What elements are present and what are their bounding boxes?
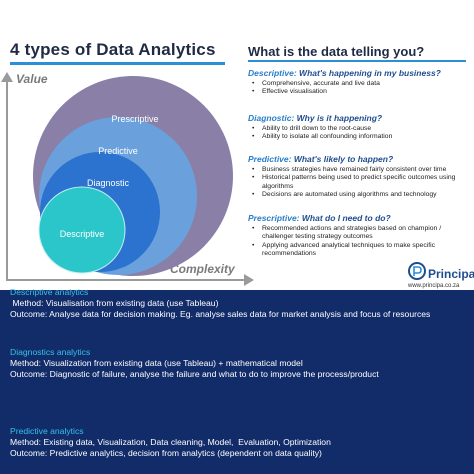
bullet-item: Ability to isolate all confounding infor… — [252, 133, 468, 142]
note-heading: Diagnostics analytics — [10, 347, 91, 357]
complexity-axis — [6, 279, 246, 281]
logo-url: www.principa.co.za — [408, 283, 460, 289]
section-keyword: Predictive: — [248, 154, 292, 164]
note-method: Method: Visualization from existing data… — [10, 358, 303, 368]
section-keyword: Descriptive: — [248, 68, 297, 78]
note-heading: Predictive analytics — [10, 426, 84, 436]
principa-logo-icon — [408, 262, 426, 280]
note-method: Method: Visualisation from existing data… — [10, 298, 219, 308]
section-descriptive: Descriptive: What's happening in my busi… — [248, 68, 468, 97]
section-keyword: Prescriptive: — [248, 213, 300, 223]
right-panel-underline — [248, 60, 466, 62]
ring-label-descriptive: Descriptive — [60, 229, 105, 239]
note-heading: Descriptive analytics — [10, 287, 89, 297]
section-question: What do I need to do? — [301, 213, 391, 223]
bullet-item: Recommended actions and strategies based… — [252, 225, 468, 242]
ring-label-prescriptive: Prescriptive — [111, 114, 158, 124]
bullet-item: Ability to drill down to the root-cause — [252, 125, 468, 134]
section-diagnostic: Diagnostic: Why is it happening? Ability… — [248, 113, 468, 142]
right-panel-title: What is the data telling you? — [248, 44, 425, 59]
section-question: What's likely to happen? — [293, 154, 394, 164]
note-method: Method: Existing data, Visualization, Da… — [10, 437, 331, 447]
section-predictive: Predictive: What's likely to happen? Bus… — [248, 154, 468, 200]
bullet-item: Business strategies have remained fairly… — [252, 166, 468, 175]
value-axis-label: Value — [16, 72, 48, 86]
complexity-axis-arrow-icon — [244, 274, 254, 286]
ring-label-diagnostic: Diagnostic — [87, 178, 130, 188]
bullet-item: Decisions are automated using algorithms… — [252, 191, 468, 200]
infographic-panel: 4 types of Data Analytics Value Complexi… — [0, 0, 474, 290]
bullet-item: Effective visualisation — [252, 88, 468, 97]
section-prescriptive: Prescriptive: What do I need to do? Reco… — [248, 213, 468, 259]
ring-label-predictive: Predictive — [98, 146, 138, 156]
complexity-axis-label: Complexity — [170, 262, 235, 276]
notes-panel: Descriptive analytics Method: Visualisat… — [0, 287, 474, 474]
value-axis — [6, 80, 8, 280]
note-outcome: Outcome: Analyse data for decision makin… — [10, 309, 431, 319]
section-question: What's happening in my business? — [299, 68, 441, 78]
ring-descriptive — [38, 186, 126, 274]
note-predictive: Predictive analytics Method: Existing da… — [10, 426, 466, 459]
section-question: Why is it happening? — [296, 113, 383, 123]
note-descriptive: Descriptive analytics Method: Visualisat… — [10, 287, 466, 320]
value-axis-arrow-icon — [1, 72, 13, 82]
note-outcome: Outcome: Predictive analytics, decision … — [10, 448, 322, 458]
nested-rings-diagram: Prescriptive Predictive Diagnostic Descr… — [33, 76, 233, 276]
bullet-item: Historical patterns being used to predic… — [252, 174, 468, 191]
logo-name: Principa — [428, 267, 474, 281]
note-outcome: Outcome: Diagnostic of failure, analyse … — [10, 369, 379, 379]
note-diagnostics: Diagnostics analytics Method: Visualizat… — [10, 347, 466, 380]
bullet-item: Applying advanced analytical techniques … — [252, 242, 468, 259]
title-underline — [10, 62, 225, 65]
diagram-title: 4 types of Data Analytics — [10, 40, 216, 59]
section-keyword: Diagnostic: — [248, 113, 295, 123]
bullet-item: Comprehensive, accurate and live data — [252, 80, 468, 89]
